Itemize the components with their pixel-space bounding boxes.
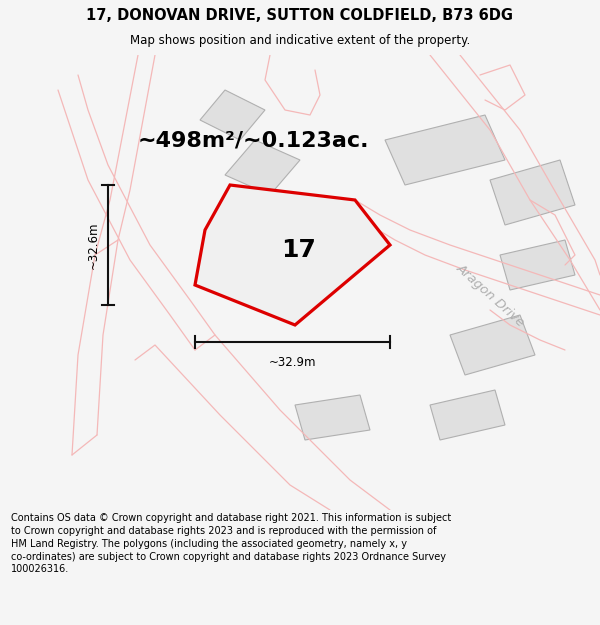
Polygon shape — [200, 90, 265, 140]
Text: 17: 17 — [281, 238, 316, 262]
Polygon shape — [295, 395, 370, 440]
Polygon shape — [385, 115, 505, 185]
Polygon shape — [195, 185, 390, 325]
Polygon shape — [500, 240, 575, 290]
Text: ~32.9m: ~32.9m — [269, 356, 316, 369]
Text: ~32.6m: ~32.6m — [87, 221, 100, 269]
Polygon shape — [225, 140, 300, 195]
Text: Aragon Drive: Aragon Drive — [453, 261, 527, 329]
Polygon shape — [240, 200, 315, 255]
Text: 17, DONOVAN DRIVE, SUTTON COLDFIELD, B73 6DG: 17, DONOVAN DRIVE, SUTTON COLDFIELD, B73… — [86, 8, 514, 23]
Text: Map shows position and indicative extent of the property.: Map shows position and indicative extent… — [130, 34, 470, 48]
Text: Contains OS data © Crown copyright and database right 2021. This information is : Contains OS data © Crown copyright and d… — [11, 513, 451, 574]
Polygon shape — [450, 315, 535, 375]
Polygon shape — [490, 160, 575, 225]
Text: ~498m²/~0.123ac.: ~498m²/~0.123ac. — [138, 130, 370, 150]
Polygon shape — [430, 390, 505, 440]
